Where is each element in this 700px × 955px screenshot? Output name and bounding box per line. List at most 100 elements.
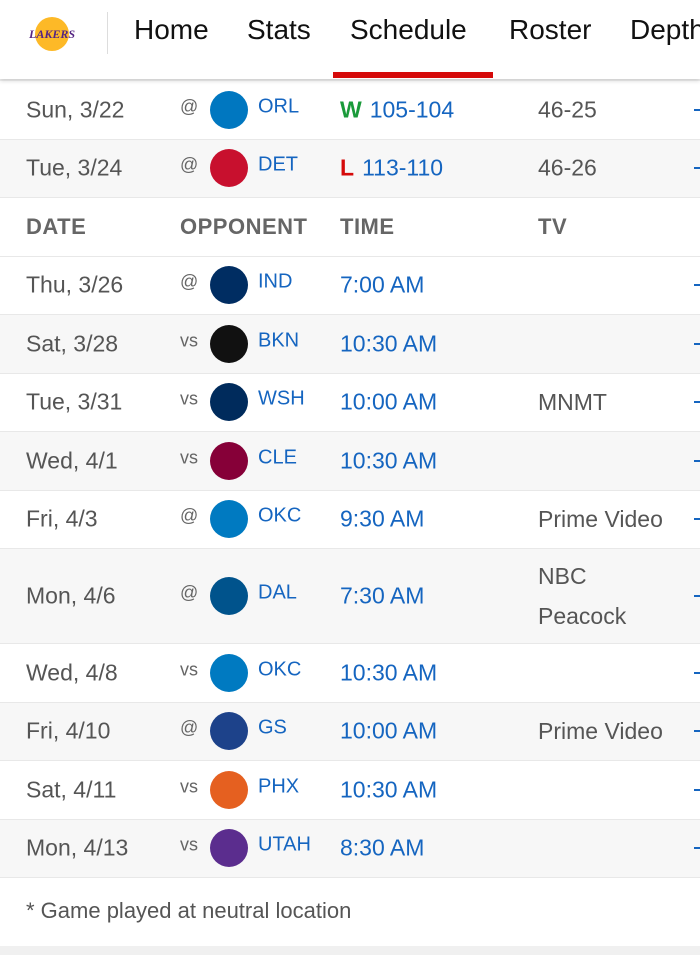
game-time-link[interactable]: 10:00 AM [340, 388, 438, 415]
home-away: vs [180, 388, 198, 409]
truncated-link[interactable] [694, 671, 700, 674]
opponent-link[interactable]: PHX [258, 775, 300, 798]
opponent-link[interactable]: BKN [258, 329, 300, 352]
lakers-logo[interactable]: LAKERS [24, 14, 80, 54]
truncated-link[interactable] [694, 167, 700, 170]
table-row[interactable]: Sat, 4/11 vs PHX 10:30 AM [0, 761, 700, 820]
active-tab-indicator [333, 72, 493, 78]
team-logo-icon[interactable] [210, 324, 248, 363]
tv-network: Prime Video [538, 506, 663, 533]
opponent-link[interactable]: OKC [258, 504, 302, 527]
team-logo-icon[interactable] [210, 149, 248, 188]
table-row[interactable]: Thu, 3/26 @ IND 7:00 AM [0, 257, 700, 315]
opponent-link[interactable]: ORL [258, 95, 300, 118]
truncated-link[interactable] [694, 342, 700, 345]
opponent-link[interactable]: UTAH [258, 833, 311, 856]
truncated-link[interactable] [694, 401, 700, 404]
truncated-link[interactable] [694, 847, 700, 850]
truncated-link[interactable] [694, 108, 700, 111]
table-row[interactable]: Wed, 4/1 vs CLE 10:30 AM [0, 432, 700, 491]
home-away: vs [180, 447, 198, 468]
tab-stats[interactable]: Stats [247, 14, 311, 45]
home-away: @ [180, 505, 199, 526]
game-date: Mon, 4/13 [26, 834, 129, 861]
opponent-link[interactable]: DET [258, 153, 298, 176]
svg-text:LAKERS: LAKERS [28, 27, 75, 41]
team-logo-icon[interactable] [210, 90, 248, 129]
header-time: TIME [340, 213, 395, 239]
team-logo-icon[interactable] [210, 770, 248, 809]
game-time-link[interactable]: 10:00 AM [340, 717, 438, 744]
game-time-link[interactable]: 7:00 AM [340, 271, 425, 298]
opponent-link[interactable]: OKC [258, 658, 302, 681]
table-row[interactable]: Wed, 4/8 vs OKC 10:30 AM [0, 644, 700, 703]
header-date: DATE [26, 213, 87, 239]
game-date: Thu, 3/26 [26, 271, 124, 298]
team-logo-icon[interactable] [210, 829, 248, 868]
table-row[interactable]: Mon, 4/13 vs UTAH 8:30 AM [0, 819, 700, 878]
home-away: @ [180, 717, 199, 738]
opponent-link[interactable]: DAL [258, 581, 297, 604]
top-nav: LAKERS Home Stats Schedule Roster Depth [0, 0, 700, 79]
table-row[interactable]: Mon, 4/6 @ DAL 7:30 AM NBC Peacock [0, 549, 700, 644]
table-row[interactable]: Fri, 4/3 @ OKC 9:30 AM Prime Video [0, 491, 700, 549]
game-date: Wed, 4/1 [26, 447, 118, 474]
table-row[interactable]: Tue, 3/31 vs WSH 10:00 AM MNMT [0, 374, 700, 432]
tv-network: Prime Video [538, 718, 663, 745]
team-logo-icon[interactable] [210, 500, 248, 539]
game-time-link[interactable]: 10:30 AM [340, 659, 438, 686]
home-away: @ [180, 271, 199, 292]
team-logo-icon[interactable] [210, 712, 248, 751]
team-logo-icon[interactable] [210, 577, 248, 615]
header-opponent: OPPONENT [180, 213, 308, 239]
footnote: * Game played at neutral location [0, 878, 700, 946]
result-link[interactable]: L 113-110 [340, 155, 443, 182]
home-away: vs [180, 330, 198, 351]
home-away: @ [180, 582, 199, 603]
opponent-link[interactable]: WSH [258, 387, 305, 410]
truncated-link[interactable] [694, 730, 700, 733]
tab-home[interactable]: Home [134, 14, 209, 45]
tab-roster[interactable]: Roster [509, 14, 592, 45]
game-time-link[interactable]: 9:30 AM [340, 505, 425, 532]
record: 46-26 [538, 154, 597, 181]
team-logo-icon[interactable] [210, 441, 248, 480]
truncated-link[interactable] [694, 459, 700, 462]
result-link[interactable]: W 105-104 [340, 96, 454, 123]
tv-network: NBC Peacock [538, 563, 627, 629]
footnote-text: * Game played at neutral location [26, 898, 352, 923]
team-logo-icon[interactable] [210, 266, 248, 305]
table-row[interactable]: Fri, 4/10 @ GS 10:00 AM Prime Video [0, 702, 700, 761]
result-letter: L [340, 154, 355, 181]
tab-schedule[interactable]: Schedule [350, 14, 467, 45]
game-date: Tue, 3/31 [26, 388, 123, 415]
game-date: Sat, 3/28 [26, 330, 119, 357]
table-header: DATE OPPONENT TIME TV [0, 198, 700, 257]
tab-depth[interactable]: Depth [630, 14, 700, 45]
game-date: Sun, 3/22 [26, 96, 125, 123]
truncated-link[interactable] [694, 788, 700, 791]
opponent-link[interactable]: IND [258, 270, 293, 293]
tv-network: MNMT [538, 389, 607, 416]
game-time-link[interactable]: 10:30 AM [340, 776, 438, 803]
table-row[interactable]: Sun, 3/22 @ ORL W 105-104 46-25 [0, 81, 700, 140]
team-logo-icon[interactable] [210, 383, 248, 422]
game-time-link[interactable]: 7:30 AM [340, 582, 425, 609]
score: 105-104 [369, 96, 455, 123]
truncated-link[interactable] [694, 518, 700, 521]
game-time-link[interactable]: 10:30 AM [340, 447, 438, 474]
game-date: Wed, 4/8 [26, 659, 118, 686]
opponent-link[interactable]: CLE [258, 446, 297, 469]
score: 113-110 [362, 154, 444, 181]
game-time-link[interactable]: 8:30 AM [340, 834, 425, 861]
game-date: Fri, 4/10 [26, 717, 111, 744]
team-logo-icon[interactable] [210, 653, 248, 692]
home-away: @ [180, 154, 199, 175]
truncated-link[interactable] [694, 284, 700, 287]
game-time-link[interactable]: 10:30 AM [340, 330, 438, 357]
opponent-link[interactable]: GS [258, 716, 287, 739]
truncated-link[interactable] [694, 595, 700, 597]
table-row[interactable]: Tue, 3/24 @ DET L 113-110 46-26 [0, 139, 700, 198]
game-date: Tue, 3/24 [26, 154, 123, 181]
table-row[interactable]: Sat, 3/28 vs BKN 10:30 AM [0, 315, 700, 374]
